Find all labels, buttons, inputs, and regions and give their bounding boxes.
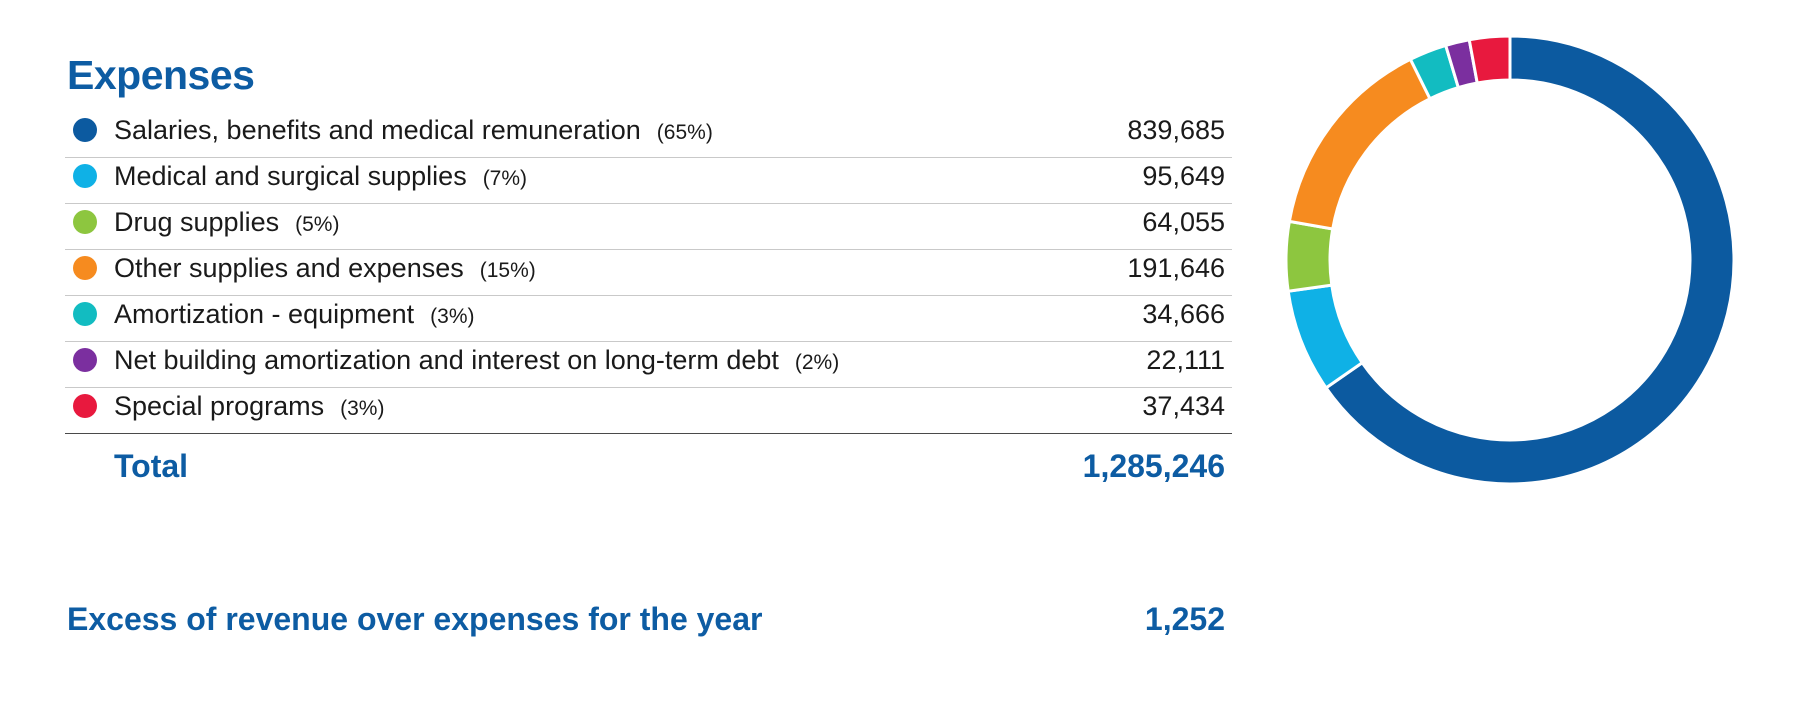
row-percent: (15%) <box>479 259 536 282</box>
table-row: Salaries, benefits and medical remunerat… <box>65 112 1232 158</box>
table-row: Net building amortization and interest o… <box>65 342 1232 388</box>
row-percent: (7%) <box>482 167 528 190</box>
row-label: Other supplies and expenses (15%) <box>114 253 536 283</box>
table-row: Drug supplies (5%) 64,055 <box>65 204 1232 250</box>
legend-dot-icon <box>73 210 97 234</box>
row-percent: (3%) <box>430 305 475 328</box>
total-value: 1,285,246 <box>1082 448 1225 484</box>
row-value: 191,646 <box>1127 253 1225 283</box>
page-title: Expenses <box>67 52 255 98</box>
row-percent: (3%) <box>340 397 385 420</box>
row-label: Special programs (3%) <box>114 391 385 421</box>
row-value: 37,434 <box>1142 391 1225 421</box>
expense-table: Salaries, benefits and medical remunerat… <box>65 112 1232 434</box>
donut-slice <box>1323 34 1736 486</box>
row-value: 839,685 <box>1127 115 1225 145</box>
row-label: Net building amortization and interest o… <box>114 345 840 375</box>
donut-slice <box>1287 57 1433 231</box>
table-row: Other supplies and expenses (15%) 191,646 <box>65 250 1232 296</box>
donut-slice <box>1284 219 1335 293</box>
excess-label: Excess of revenue over expenses for the … <box>67 601 763 637</box>
row-label: Salaries, benefits and medical remunerat… <box>114 115 713 145</box>
legend-dot-icon <box>73 348 97 372</box>
excess-value: 1,252 <box>1144 601 1225 637</box>
row-value: 64,055 <box>1142 207 1225 237</box>
legend-dot-icon <box>73 256 97 280</box>
legend-dot-icon <box>73 302 97 326</box>
table-row: Medical and surgical supplies (7%) 95,649 <box>65 158 1232 204</box>
total-label: Total <box>114 448 189 484</box>
table-row: Amortization - equipment (3%) 34,666 <box>65 296 1232 342</box>
row-value: 34,666 <box>1142 299 1225 329</box>
table-row: Special programs (3%) 37,434 <box>65 388 1232 434</box>
row-label: Drug supplies (5%) <box>114 207 340 237</box>
row-value: 95,649 <box>1142 161 1225 191</box>
legend-dot-icon <box>73 118 97 142</box>
row-label: Medical and surgical supplies (7%) <box>114 161 528 191</box>
row-value: 22,111 <box>1146 345 1225 375</box>
legend-dot-icon <box>73 164 97 188</box>
row-label: Amortization - equipment (3%) <box>114 299 475 329</box>
row-percent: (2%) <box>794 351 840 374</box>
legend-dot-icon <box>73 394 97 418</box>
donut-chart <box>1284 34 1736 486</box>
row-percent: (65%) <box>656 121 713 144</box>
donut-slice <box>1467 34 1512 85</box>
row-percent: (5%) <box>295 213 340 236</box>
